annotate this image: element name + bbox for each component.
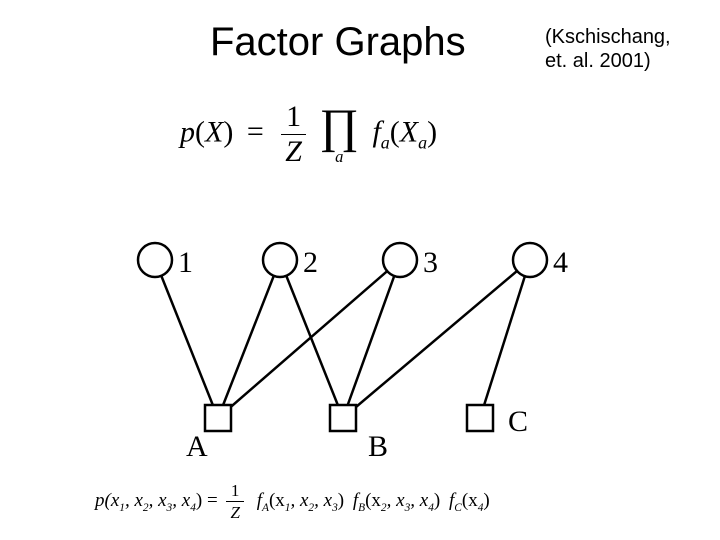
product-symbol: ∏ xyxy=(319,103,359,151)
factor-node-A xyxy=(205,405,231,431)
factor-label-A: A xyxy=(186,430,208,464)
variable-label-2: 2 xyxy=(303,246,318,280)
variable-node-4 xyxy=(513,243,547,277)
f1-arg-close: ) xyxy=(427,115,437,148)
f1-open: ( xyxy=(195,115,205,148)
factor-label-C: C xyxy=(508,405,528,439)
f2-num: 1 xyxy=(226,480,244,502)
f1-eq: = xyxy=(247,115,264,148)
f2-c2: , x xyxy=(149,490,167,511)
f1-argXsub: a xyxy=(418,132,427,152)
page-title: Factor Graphs xyxy=(210,20,466,65)
f1-p: p xyxy=(180,115,195,148)
factor-graph: 1234ABC xyxy=(100,230,580,460)
f2-fA-sub: A xyxy=(262,502,269,514)
edge-2-B xyxy=(280,260,343,418)
f1-frac-den: Z xyxy=(281,135,306,169)
f1-arg-open: ( xyxy=(390,115,400,148)
f2-lhs: p(x xyxy=(95,490,119,511)
variable-label-1: 1 xyxy=(178,246,193,280)
edge-2-A xyxy=(218,260,280,418)
variable-node-1 xyxy=(138,243,172,277)
f1-close: ) xyxy=(223,115,233,148)
variable-label-3: 3 xyxy=(423,246,438,280)
f2-close-eq: ) = xyxy=(196,490,223,511)
f1-argX: X xyxy=(400,115,418,148)
edge-1-A xyxy=(155,260,218,418)
f2-fB-c: , x xyxy=(410,490,428,511)
f1-X: X xyxy=(205,115,223,148)
expanded-formula: p(x1, x2, x3, x4) = 1Z fA(x1, x2, x3) fB… xyxy=(95,480,490,523)
f2-fB-b: , x xyxy=(387,490,405,511)
f2-fB-a: (x xyxy=(365,490,381,511)
f2-fC-sub: C xyxy=(454,502,462,514)
factor-node-C xyxy=(467,405,493,431)
f2-fC-a: (x xyxy=(462,490,478,511)
f2-c3: , x xyxy=(172,490,190,511)
f1-f: f xyxy=(372,115,380,148)
f1-fraction: 1 Z xyxy=(281,100,306,169)
f2-fA-a: (x xyxy=(269,490,285,511)
f1-frac-num: 1 xyxy=(281,100,306,135)
f1-product: ∏ a xyxy=(319,103,359,166)
citation: (Kschischang, et. al. 2001) xyxy=(545,25,671,73)
variable-node-3 xyxy=(383,243,417,277)
factor-label-B: B xyxy=(368,430,388,464)
f2-fC-close: ) xyxy=(483,490,489,511)
f2-fA-close: ) xyxy=(338,490,344,511)
citation-line-2: et. al. 2001) xyxy=(545,49,671,73)
f2-c1: , x xyxy=(125,490,143,511)
f2-fA-b: , x xyxy=(290,490,308,511)
f2-fB-close: ) xyxy=(434,490,440,511)
factor-node-B xyxy=(330,405,356,431)
variable-label-4: 4 xyxy=(553,246,568,280)
citation-line-1: (Kschischang, xyxy=(545,25,671,49)
f2-den: Z xyxy=(226,502,244,523)
f2-fraction: 1Z xyxy=(226,480,244,523)
edge-4-C xyxy=(480,260,530,418)
variable-node-2 xyxy=(263,243,297,277)
f2-fA-c: , x xyxy=(314,490,332,511)
f1-fsub: a xyxy=(381,132,390,152)
main-formula: p(X) = 1 Z ∏ a fa(Xa) xyxy=(180,100,437,169)
